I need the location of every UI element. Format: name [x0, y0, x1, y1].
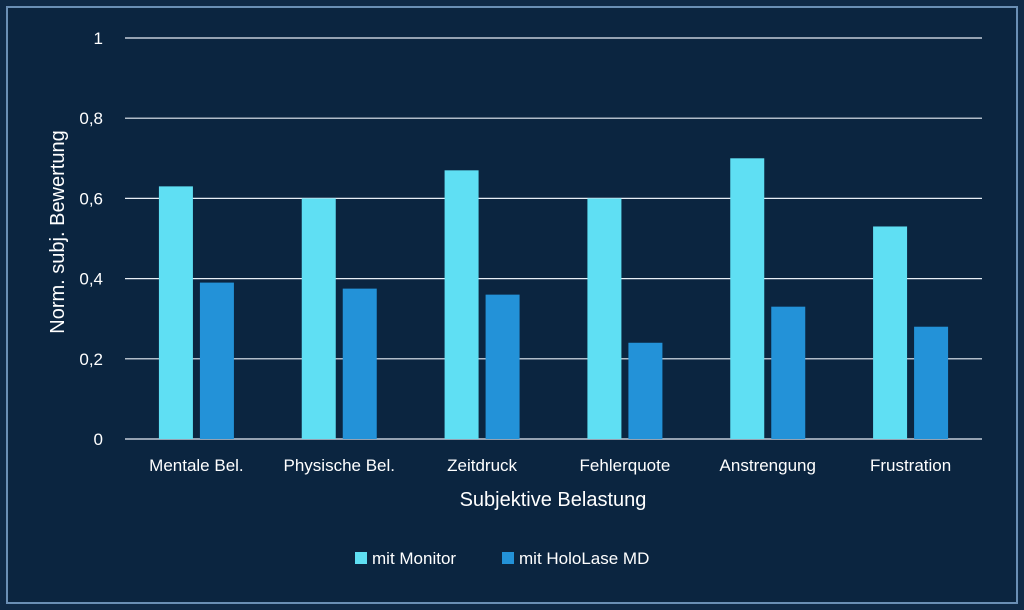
y-tick-labels: 0 0,2 0,4 0,6 0,8 1 [79, 29, 103, 449]
x-category-label: Frustration [870, 456, 951, 475]
bar-monitor-2 [301, 198, 336, 439]
legend-label: mit HoloLase MD [519, 549, 649, 568]
x-category-label: Zeitdruck [447, 456, 517, 475]
y-tick-label: 0,8 [79, 109, 103, 128]
y-axis-title: Norm. subj. Bewertung [47, 130, 69, 333]
y-tick-label: 0,2 [79, 350, 103, 369]
bar-monitor-1 [158, 186, 193, 439]
y-tick-label: 1 [94, 29, 103, 48]
bar-hololase-1 [199, 282, 234, 439]
legend-swatch [502, 552, 514, 564]
y-tick-label: 0 [94, 430, 103, 449]
bar-hololase-5 [771, 306, 806, 439]
legend: mit Monitor mit HoloLase MD [355, 549, 649, 568]
x-category-label: Fehlerquote [580, 456, 671, 475]
y-tick-label: 0,4 [79, 270, 103, 289]
bar-hololase-6 [914, 326, 949, 439]
legend-label: mit Monitor [372, 549, 456, 568]
x-category-label: Mentale Bel. [149, 456, 244, 475]
grid-lines [125, 37, 982, 440]
bar-hololase-4 [628, 342, 663, 439]
bar-monitor-3 [444, 170, 479, 439]
x-category-label: Physische Bel. [284, 456, 396, 475]
bar-monitor-5 [730, 158, 765, 440]
bars [158, 158, 949, 440]
x-category-labels: Mentale Bel. Physische Bel. Zeitdruck Fehle… [149, 456, 951, 475]
legend-swatch [355, 552, 367, 564]
x-axis-title: Subjektive Belastung [460, 489, 647, 511]
bar-monitor-6 [873, 226, 908, 439]
x-category-label: Anstrengung [720, 456, 816, 475]
bar-hololase-3 [485, 294, 520, 439]
bar-hololase-2 [342, 288, 377, 439]
bar-monitor-4 [587, 198, 622, 439]
y-tick-label: 0,6 [79, 189, 103, 208]
